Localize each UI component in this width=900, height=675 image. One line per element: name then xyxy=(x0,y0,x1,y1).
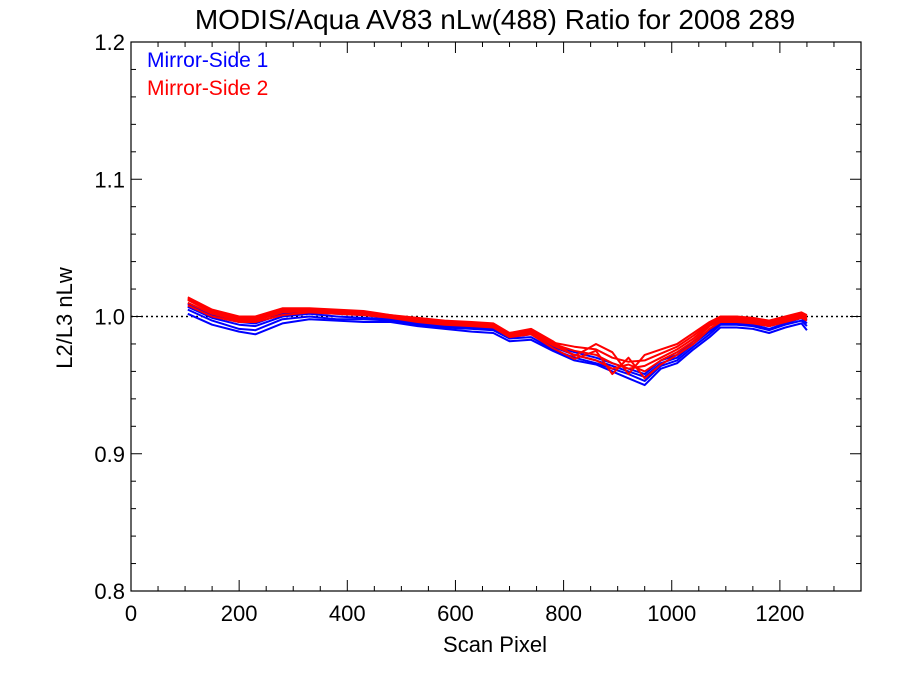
y-axis-label: L2/L3 nLw xyxy=(52,267,77,369)
x-tick-label: 1200 xyxy=(755,601,804,626)
y-tick-label: 1.1 xyxy=(94,167,125,192)
x-tick-label: 0 xyxy=(125,601,137,626)
x-tick-label: 200 xyxy=(221,601,258,626)
series-line xyxy=(187,304,808,380)
series-line xyxy=(187,301,808,373)
legend: Mirror-Side 1 Mirror-Side 2 xyxy=(147,49,268,100)
plot-area: 0 200 400 600 800 1000 1200 0.8 0.9 1.0 1.1 1.2 xyxy=(94,30,862,626)
series-line xyxy=(187,296,808,376)
x-tick-label: 600 xyxy=(437,601,474,626)
y-tick-label: 1.2 xyxy=(94,30,125,55)
series-2 xyxy=(187,296,808,380)
series-line xyxy=(187,312,808,387)
series-line xyxy=(187,297,808,363)
y-tick-label: 0.9 xyxy=(94,442,125,467)
y-tick-label: 0.8 xyxy=(94,579,125,604)
legend-entry-mirror-side-1: Mirror-Side 1 xyxy=(147,49,268,72)
x-axis-label: Scan Pixel xyxy=(443,632,547,657)
x-tick-label: 800 xyxy=(545,601,582,626)
legend-entry-mirror-side-2: Mirror-Side 2 xyxy=(147,77,268,100)
y-tick-label: 1.0 xyxy=(94,305,125,330)
series-line xyxy=(187,305,808,378)
x-tick-label: 400 xyxy=(329,601,366,626)
chart-title: MODIS/Aqua AV83 nLw(488) Ratio for 2008 … xyxy=(195,4,795,35)
x-tick-label: 1000 xyxy=(647,601,696,626)
